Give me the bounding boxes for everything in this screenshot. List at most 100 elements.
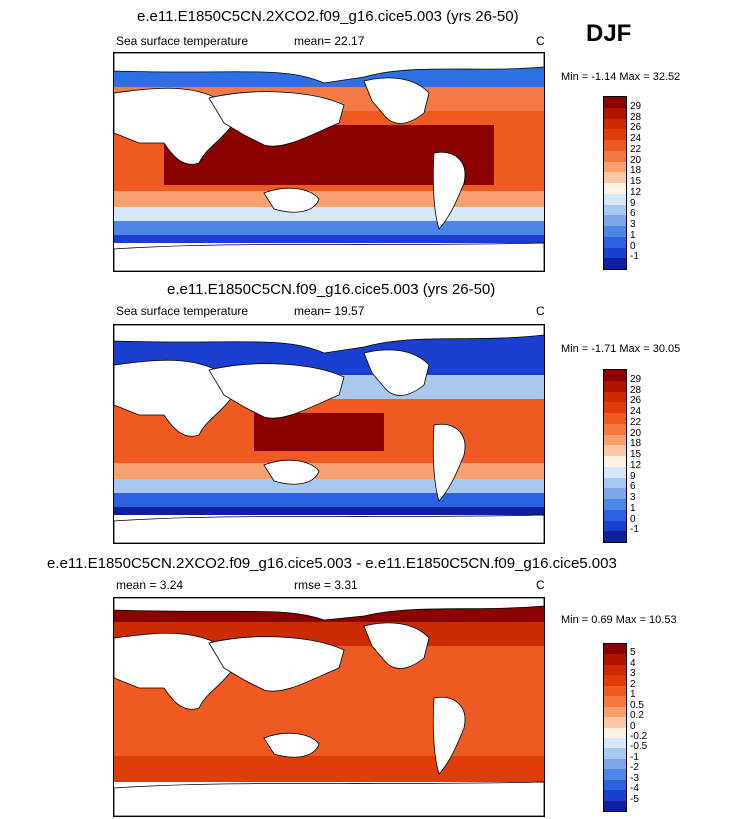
panel2-map [113, 324, 545, 544]
colorbar-swatch [604, 380, 626, 392]
colorbar-swatch [604, 129, 626, 140]
colorbar-swatch [604, 685, 626, 697]
colorbar-label: -0.5 [630, 741, 648, 753]
colorbar-swatch [604, 466, 626, 478]
colorbar-swatch [604, 644, 626, 655]
colorbar-label: 0.5 [630, 699, 644, 711]
colorbar-swatch [604, 675, 626, 686]
panel1-minmax: Min = -1.14 Max = 32.52 [561, 71, 681, 83]
colorbar-label: 1 [630, 689, 636, 701]
colorbar-label: 0 [630, 240, 636, 252]
colorbar-swatch [604, 423, 626, 435]
colorbar-swatch [604, 445, 626, 456]
colorbar-label: 29 [630, 373, 642, 385]
colorbar-label: 6 [630, 481, 636, 493]
colorbar-label: 29 [630, 100, 642, 112]
colorbar-swatch [604, 193, 626, 205]
colorbar-swatch [604, 140, 626, 151]
colorbar-label: -4 [630, 783, 639, 795]
colorbar-label: 0 [630, 720, 636, 732]
colorbar-swatch [604, 748, 626, 759]
colorbar-label: 24 [630, 133, 642, 144]
colorbar-swatch [604, 204, 626, 216]
colorbar-swatch [604, 509, 626, 521]
panel1-variable: Sea surface temperature [116, 34, 249, 48]
colorbar-swatch [604, 215, 626, 226]
colorbar-label: 26 [630, 122, 642, 134]
colorbar-label: 3 [630, 219, 636, 230]
panel1-map [113, 52, 545, 272]
panel3-colorbar [603, 643, 627, 812]
colorbar-label: 24 [630, 406, 642, 417]
colorbar-label: -1 [630, 251, 639, 263]
panel1-title: e.e11.E1850C5CN.2XCO2.f09_g16.cice5.003 … [137, 8, 519, 25]
colorbar-swatch [604, 236, 626, 248]
colorbar-swatch [604, 706, 626, 718]
colorbar-label: 3 [630, 492, 636, 503]
colorbar-swatch [604, 434, 626, 446]
panel2-mean: mean= 19.57 [294, 304, 365, 318]
colorbar-label: 28 [630, 111, 642, 123]
panel3-mean: mean = 3.24 [116, 578, 184, 592]
panel2-colorbar [603, 369, 627, 543]
colorbar-label: -0.2 [630, 730, 648, 742]
colorbar-label: 12 [630, 459, 642, 471]
colorbar-swatch [604, 370, 626, 381]
colorbar-swatch [604, 769, 626, 780]
colorbar-label: 20 [630, 427, 642, 439]
colorbar-swatch [604, 107, 626, 119]
colorbar-swatch [604, 499, 626, 510]
colorbar-label: 4 [630, 657, 636, 669]
colorbar-swatch [604, 488, 626, 499]
colorbar-label: 18 [630, 438, 642, 450]
colorbar-label: 12 [630, 186, 642, 198]
colorbar-label: 1 [630, 229, 636, 241]
colorbar-swatch [604, 790, 626, 801]
colorbar-swatch [604, 150, 626, 162]
colorbar-swatch [604, 391, 626, 403]
panel1-colorbar [603, 96, 627, 270]
colorbar-label: -1 [630, 524, 639, 536]
panel3-rmse: rmse = 3.31 [294, 578, 358, 592]
colorbar-swatch [604, 779, 626, 791]
colorbar-label: 1 [630, 502, 636, 514]
colorbar-label: 9 [630, 197, 636, 209]
colorbar-label: 6 [630, 208, 636, 220]
colorbar-swatch [604, 758, 626, 770]
colorbar-label: -1 [630, 751, 639, 763]
panel2-units: C [536, 304, 545, 318]
colorbar-label: -2 [630, 762, 639, 774]
colorbar-swatch [604, 413, 626, 424]
colorbar-label: -5 [630, 793, 639, 805]
colorbar-swatch [604, 531, 626, 542]
colorbar-swatch [604, 97, 626, 108]
colorbar-label: 22 [630, 416, 642, 428]
colorbar-label: 2 [630, 678, 636, 690]
colorbar-label: 18 [630, 165, 642, 177]
colorbar-label: 15 [630, 449, 642, 460]
colorbar-label: 0 [630, 513, 636, 525]
colorbar-label: 28 [630, 384, 642, 396]
panel1-units: C [536, 34, 545, 48]
colorbar-label: 20 [630, 154, 642, 166]
colorbar-swatch [604, 258, 626, 269]
colorbar-swatch [604, 654, 626, 665]
colorbar-swatch [604, 161, 626, 173]
colorbar-label: 5 [630, 647, 636, 659]
panel3-minmax: Min = 0.69 Max = 10.53 [561, 614, 677, 626]
colorbar-label: 26 [630, 395, 642, 407]
colorbar-label: 22 [630, 143, 642, 155]
panel2-minmax: Min = -1.71 Max = 30.05 [561, 343, 681, 355]
colorbar-swatch [604, 477, 626, 489]
colorbar-label: 3 [630, 668, 636, 680]
panel1-mean: mean= 22.17 [294, 34, 365, 48]
colorbar-label: 9 [630, 470, 636, 482]
colorbar-swatch [604, 737, 626, 749]
panel3-map [113, 597, 545, 817]
panel3-units: C [536, 578, 545, 592]
colorbar-swatch [604, 717, 626, 728]
colorbar-swatch [604, 520, 626, 532]
panel3-title: e.e11.E1850C5CN.2XCO2.f09_g16.cice5.003 … [47, 555, 617, 572]
colorbar-swatch [604, 402, 626, 413]
colorbar-label: 15 [630, 176, 642, 187]
